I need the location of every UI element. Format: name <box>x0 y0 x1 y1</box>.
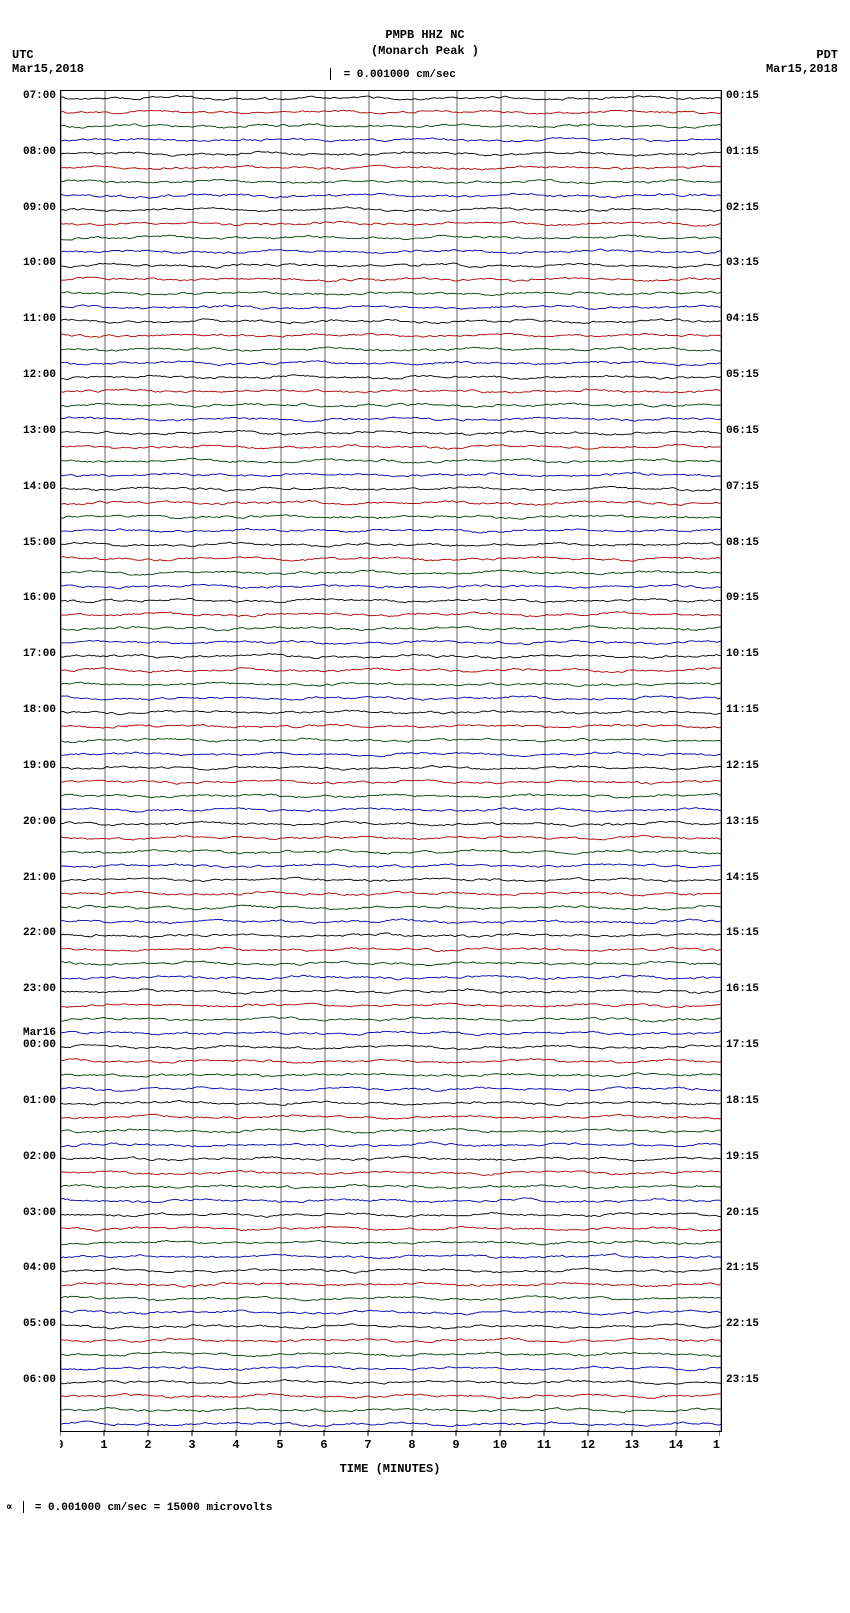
pdt-time-label: 00:15 <box>726 91 759 102</box>
utc-time-label: 04:00 <box>2 1263 56 1274</box>
pdt-time-label: 21:15 <box>726 1263 759 1274</box>
pdt-time-label: 05:15 <box>726 370 759 381</box>
utc-time-label: 02:00 <box>2 1152 56 1163</box>
utc-time-label: 15:00 <box>2 538 56 549</box>
utc-time-label: 13:00 <box>2 426 56 437</box>
scale-bar-icon <box>330 68 331 80</box>
svg-text:8: 8 <box>408 1438 415 1452</box>
scale-reference: = 0.001000 cm/sec <box>330 68 456 81</box>
utc-day-marker: Mar16 <box>2 1028 56 1039</box>
svg-text:12: 12 <box>581 1438 595 1452</box>
utc-time-label: 19:00 <box>2 761 56 772</box>
pdt-time-label: 20:15 <box>726 1208 759 1219</box>
seismogram-plot <box>60 90 722 1432</box>
header: PMPB HHZ NC (Monarch Peak ) <box>0 28 850 59</box>
utc-time-label: 03:00 <box>2 1208 56 1219</box>
pdt-time-label: 03:15 <box>726 258 759 269</box>
utc-time-label: 17:00 <box>2 649 56 660</box>
svg-text:5: 5 <box>276 1438 283 1452</box>
scale-text: = 0.001000 cm/sec <box>344 69 456 81</box>
svg-text:9: 9 <box>452 1438 459 1452</box>
pdt-time-label: 04:15 <box>726 314 759 325</box>
utc-time-label: 16:00 <box>2 593 56 604</box>
left-tz-label: UTC <box>12 48 34 62</box>
right-tz-date: Mar15,2018 <box>766 62 838 76</box>
footer-prefix: ∝ <box>6 1502 13 1514</box>
pdt-time-label: 23:15 <box>726 1375 759 1386</box>
pdt-time-label: 11:15 <box>726 705 759 716</box>
x-axis: 0123456789101112131415 <box>60 1430 720 1460</box>
pdt-time-label: 16:15 <box>726 984 759 995</box>
footer-text: = 0.001000 cm/sec = 15000 microvolts <box>35 1502 273 1514</box>
pdt-time-label: 09:15 <box>726 593 759 604</box>
utc-time-label: 14:00 <box>2 482 56 493</box>
utc-time-label: 21:00 <box>2 873 56 884</box>
utc-time-label: 23:00 <box>2 984 56 995</box>
utc-time-label: 22:00 <box>2 928 56 939</box>
x-axis-label: TIME (MINUTES) <box>0 1462 780 1476</box>
pdt-time-label: 06:15 <box>726 426 759 437</box>
left-tz-date: Mar15,2018 <box>12 62 84 76</box>
pdt-time-label: 12:15 <box>726 761 759 772</box>
utc-time-label: 11:00 <box>2 314 56 325</box>
svg-text:4: 4 <box>232 1438 239 1452</box>
utc-time-label: 12:00 <box>2 370 56 381</box>
svg-text:15: 15 <box>713 1438 720 1452</box>
utc-time-label: 01:00 <box>2 1096 56 1107</box>
svg-text:2: 2 <box>144 1438 151 1452</box>
pdt-time-label: 07:15 <box>726 482 759 493</box>
svg-text:0: 0 <box>60 1438 64 1452</box>
utc-time-label: 18:00 <box>2 705 56 716</box>
pdt-time-label: 02:15 <box>726 203 759 214</box>
svg-text:13: 13 <box>625 1438 639 1452</box>
pdt-time-label: 01:15 <box>726 147 759 158</box>
svg-text:14: 14 <box>669 1438 683 1452</box>
station-code: PMPB HHZ NC <box>0 28 850 44</box>
pdt-time-label: 18:15 <box>726 1096 759 1107</box>
pdt-time-label: 17:15 <box>726 1040 759 1051</box>
footer-scale-bar-icon <box>23 1501 24 1513</box>
pdt-time-label: 08:15 <box>726 538 759 549</box>
utc-time-label: 00:00 <box>2 1040 56 1051</box>
right-tz-label: PDT <box>816 48 838 62</box>
utc-time-label: 20:00 <box>2 817 56 828</box>
svg-text:7: 7 <box>364 1438 371 1452</box>
pdt-time-label: 10:15 <box>726 649 759 660</box>
svg-text:1: 1 <box>100 1438 107 1452</box>
svg-text:6: 6 <box>320 1438 327 1452</box>
utc-time-label: 10:00 <box>2 258 56 269</box>
pdt-time-label: 13:15 <box>726 817 759 828</box>
svg-text:10: 10 <box>493 1438 507 1452</box>
station-location: (Monarch Peak ) <box>0 44 850 60</box>
pdt-time-label: 22:15 <box>726 1319 759 1330</box>
utc-time-label: 09:00 <box>2 203 56 214</box>
utc-time-label: 08:00 <box>2 147 56 158</box>
utc-time-label: 07:00 <box>2 91 56 102</box>
svg-text:11: 11 <box>537 1438 551 1452</box>
pdt-time-label: 19:15 <box>726 1152 759 1163</box>
utc-time-label: 06:00 <box>2 1375 56 1386</box>
utc-time-label: 05:00 <box>2 1319 56 1330</box>
footer-scale: ∝ = 0.001000 cm/sec = 15000 microvolts <box>6 1500 272 1514</box>
pdt-time-label: 14:15 <box>726 873 759 884</box>
pdt-time-label: 15:15 <box>726 928 759 939</box>
seismogram-container: PMPB HHZ NC (Monarch Peak ) = 0.001000 c… <box>0 0 850 1613</box>
svg-text:3: 3 <box>188 1438 195 1452</box>
